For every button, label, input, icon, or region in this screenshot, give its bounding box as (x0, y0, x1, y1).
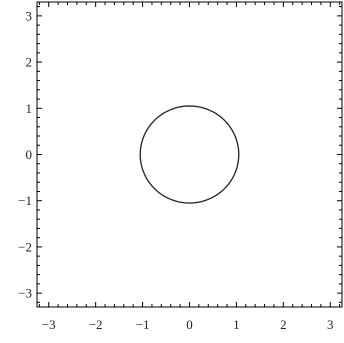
axis-ticks (37, 2, 342, 307)
x-tick-label: 2 (280, 317, 287, 332)
axis-tick-labels: −3 −2 −1 0 1 2 3 −3 −2 −1 0 1 2 3 (18, 8, 333, 332)
plot-frame-rect (36, 1, 343, 308)
x-tick-label: −1 (136, 317, 150, 332)
contour-circle (139, 105, 240, 204)
y-tick-label: −3 (18, 286, 32, 301)
y-tick-label: 2 (26, 55, 33, 70)
y-tick-label: 3 (26, 8, 33, 23)
y-tick-label: −1 (18, 193, 32, 208)
y-tick-label: 1 (26, 101, 33, 116)
y-tick-label: −2 (18, 239, 32, 254)
plot-frame (36, 1, 343, 308)
x-tick-label: 1 (233, 317, 240, 332)
x-tick-label: −3 (42, 317, 56, 332)
y-tick-label: 0 (26, 147, 33, 162)
x-tick-label: −2 (89, 317, 103, 332)
x-tick-label: 0 (186, 317, 193, 332)
x-tick-label: 3 (327, 317, 334, 332)
plot-series (139, 105, 240, 204)
